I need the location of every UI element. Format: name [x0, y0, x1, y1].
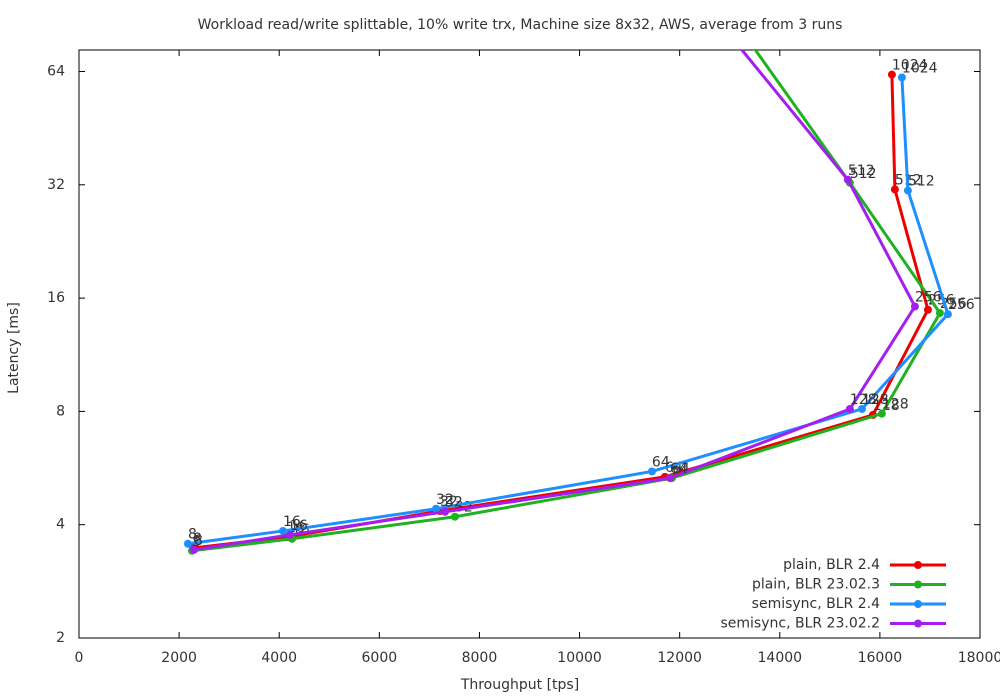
data-point [935, 309, 944, 318]
data-point [910, 302, 919, 311]
data-point [440, 507, 449, 516]
x-tick-label: 2000 [161, 650, 197, 666]
data-point [903, 186, 912, 195]
data-point [923, 305, 932, 314]
point-label: 32 [436, 492, 454, 508]
plot-frame [78, 49, 981, 639]
data-point [278, 526, 287, 535]
series-line [193, 50, 917, 552]
data-point [647, 467, 656, 476]
point-label: 512 [848, 163, 875, 179]
data-point [887, 70, 896, 79]
data-point [890, 185, 899, 194]
y-tick-label: 32 [47, 177, 65, 193]
plot-area: 8163264128256512102481632641282565128163… [183, 50, 975, 555]
point-label: 8 [193, 531, 202, 547]
legend-label: plain, BLR 23.02.3 [752, 577, 880, 593]
point-label: 16 [290, 518, 308, 534]
legend-label: plain, BLR 2.4 [783, 557, 880, 573]
point-label: 1024 [892, 58, 928, 74]
series-line [187, 77, 950, 546]
data-point [431, 504, 440, 513]
x-axis-label: Throughput [tps] [460, 677, 579, 693]
data-point [943, 310, 952, 319]
data-point [450, 512, 459, 521]
data-point [857, 404, 866, 413]
point-label: 512 [908, 174, 935, 190]
legend-marker [914, 561, 922, 569]
x-tick-label: 0 [75, 650, 84, 666]
y-tick-label: 4 [56, 517, 65, 533]
point-label: 16 [283, 514, 301, 530]
y-tick-label: 64 [47, 64, 65, 80]
legend-marker [914, 600, 922, 608]
data-point [285, 530, 294, 539]
y-tick-label: 16 [47, 290, 65, 306]
point-label: 8 [194, 533, 203, 549]
x-tick-label: 10000 [557, 650, 602, 666]
y-tick-label: 2 [56, 630, 65, 646]
point-label: 256 [948, 297, 975, 313]
series-line [191, 50, 942, 553]
data-point [843, 175, 852, 184]
data-point [877, 409, 886, 418]
point-label: 256 [915, 289, 942, 305]
point-label: 8 [188, 527, 197, 543]
legend-label: semisync, BLR 23.02.2 [720, 616, 880, 632]
chart-title: Workload read/write splittable, 10% writ… [198, 17, 843, 33]
data-point [897, 73, 906, 82]
point-label: 1024 [902, 60, 938, 76]
legend-label: semisync, BLR 2.4 [752, 596, 880, 612]
point-label: 128 [850, 392, 877, 408]
point-label: 512 [850, 166, 877, 182]
legend-marker [914, 580, 922, 589]
x-tick-label: 8000 [462, 650, 498, 666]
x-tick-label: 12000 [657, 650, 702, 666]
x-tick-label: 6000 [362, 650, 398, 666]
point-label: 128 [862, 392, 889, 408]
legend-marker [914, 619, 922, 628]
data-point [845, 404, 854, 413]
x-tick-label: 14000 [758, 650, 803, 666]
y-axis-label: Latency [ms] [6, 302, 22, 394]
x-tick-label: 4000 [261, 650, 297, 666]
point-label: 64 [670, 461, 688, 477]
data-point [183, 539, 192, 548]
point-label: 32 [445, 495, 463, 511]
data-point [189, 545, 198, 554]
point-label: 128 [882, 397, 909, 413]
x-tick-label: 18000 [958, 650, 1000, 666]
data-point [665, 474, 674, 483]
y-tick-label: 8 [56, 403, 65, 419]
point-label: 64 [652, 454, 670, 470]
x-tick-label: 16000 [858, 650, 903, 666]
